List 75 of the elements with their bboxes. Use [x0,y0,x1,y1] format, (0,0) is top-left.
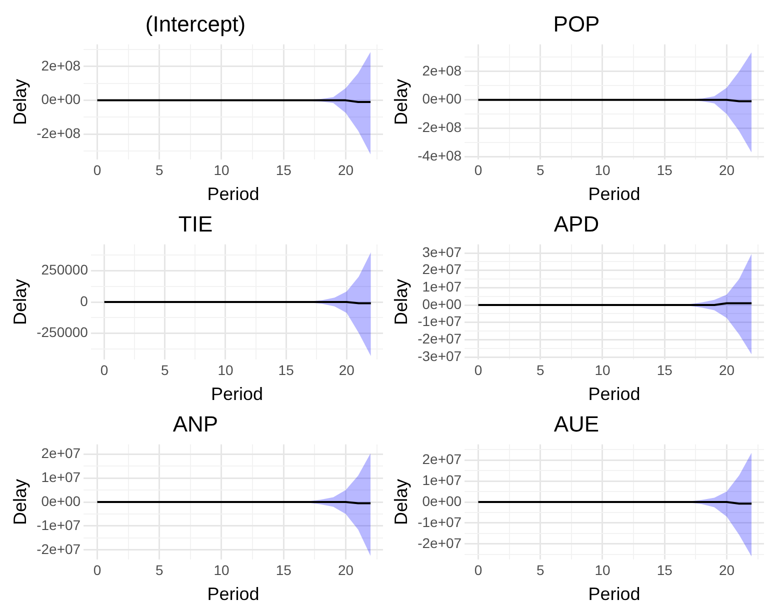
y-tick-label: -1e+07 [418,313,462,330]
chart-title: TIE [178,211,213,236]
y-tick-label: 2e+08 [41,57,81,74]
y-tick-label: -2e+07 [36,540,81,557]
y-tick-label: -2e+08 [418,119,462,136]
x-tick-label: 15 [656,562,673,578]
y-tick-label: -1e+07 [418,514,462,530]
x-tick-label: 0 [100,362,108,378]
y-tick-label: 0e+00 [41,91,81,108]
x-tick-label: 20 [718,362,735,378]
y-tick-label: 0e+00 [422,90,462,107]
x-tick-label: 15 [656,362,673,378]
y-tick-label: 1e+07 [422,278,462,295]
x-tick-label: 5 [536,362,544,378]
x-axis-title: Period [588,384,640,404]
y-axis-title: Delay [390,78,411,126]
x-tick-label: 15 [276,162,292,178]
y-tick-label: -3e+07 [418,348,462,364]
x-tick-label: 20 [338,162,354,178]
x-axis-title: Period [207,184,260,204]
x-tick-label: 15 [656,162,673,178]
y-tick-label: -2e+08 [36,125,81,142]
y-tick-label: 1e+07 [41,468,81,485]
y-axis-title: Delay [10,478,30,526]
y-tick-label: 2e+07 [422,261,462,278]
chart-title: APD [554,211,600,236]
x-tick-label: 10 [594,162,610,178]
x-axis-title: Period [207,584,260,604]
y-tick-label: 250000 [41,262,88,278]
x-tick-label: 10 [594,362,610,378]
y-axis-title: Delay [10,278,30,326]
x-tick-label: 0 [93,162,102,178]
x-tick-label: 0 [474,362,482,378]
y-tick-label: 1e+07 [422,472,462,488]
y-tick-label: 0e+00 [422,296,462,312]
x-axis-title: Period [210,384,264,404]
y-tick-label: 2e+08 [422,62,462,78]
y-axis-title: Delay [390,278,411,326]
y-tick-label: 0e+00 [41,492,81,509]
x-tick-label: 0 [474,562,482,578]
x-tick-label: 10 [218,362,234,378]
x-tick-label: 20 [338,562,354,578]
x-tick-label: 15 [276,562,292,578]
y-tick-label: -250000 [36,324,88,340]
x-tick-label: 5 [155,162,164,178]
y-tick-label: 2e+07 [41,444,81,461]
y-tick-label: 0 [80,292,88,309]
x-tick-label: 20 [338,362,355,378]
x-tick-label: 20 [718,562,735,578]
y-tick-label: -4e+08 [418,148,462,164]
chart-title: (Intercept) [145,11,246,36]
x-tick-label: 10 [594,562,610,578]
chart-title: AUE [554,411,600,436]
y-tick-label: 2e+07 [422,450,462,467]
y-axis-title: Delay [10,78,30,126]
x-tick-label: 10 [214,562,230,578]
y-tick-label: 0e+00 [422,492,462,509]
y-tick-label: -2e+07 [418,534,462,551]
x-axis-title: Period [588,184,640,204]
x-tick-label: 0 [93,562,102,578]
x-tick-label: 5 [160,362,169,378]
y-tick-label: -1e+07 [36,516,81,533]
y-tick-label: -2e+07 [418,330,462,347]
x-tick-label: 5 [155,562,164,578]
chart-title: POP [553,11,600,36]
x-tick-label: 20 [718,162,735,178]
x-tick-label: 15 [278,362,294,378]
y-tick-label: 3e+07 [422,244,462,260]
x-axis-title: Period [588,584,640,604]
x-tick-label: 10 [214,162,230,178]
chart-title: ANP [172,411,218,436]
x-tick-label: 5 [536,562,544,578]
y-axis-title: Delay [390,478,411,526]
x-tick-label: 0 [474,162,482,178]
x-tick-label: 5 [536,162,544,178]
